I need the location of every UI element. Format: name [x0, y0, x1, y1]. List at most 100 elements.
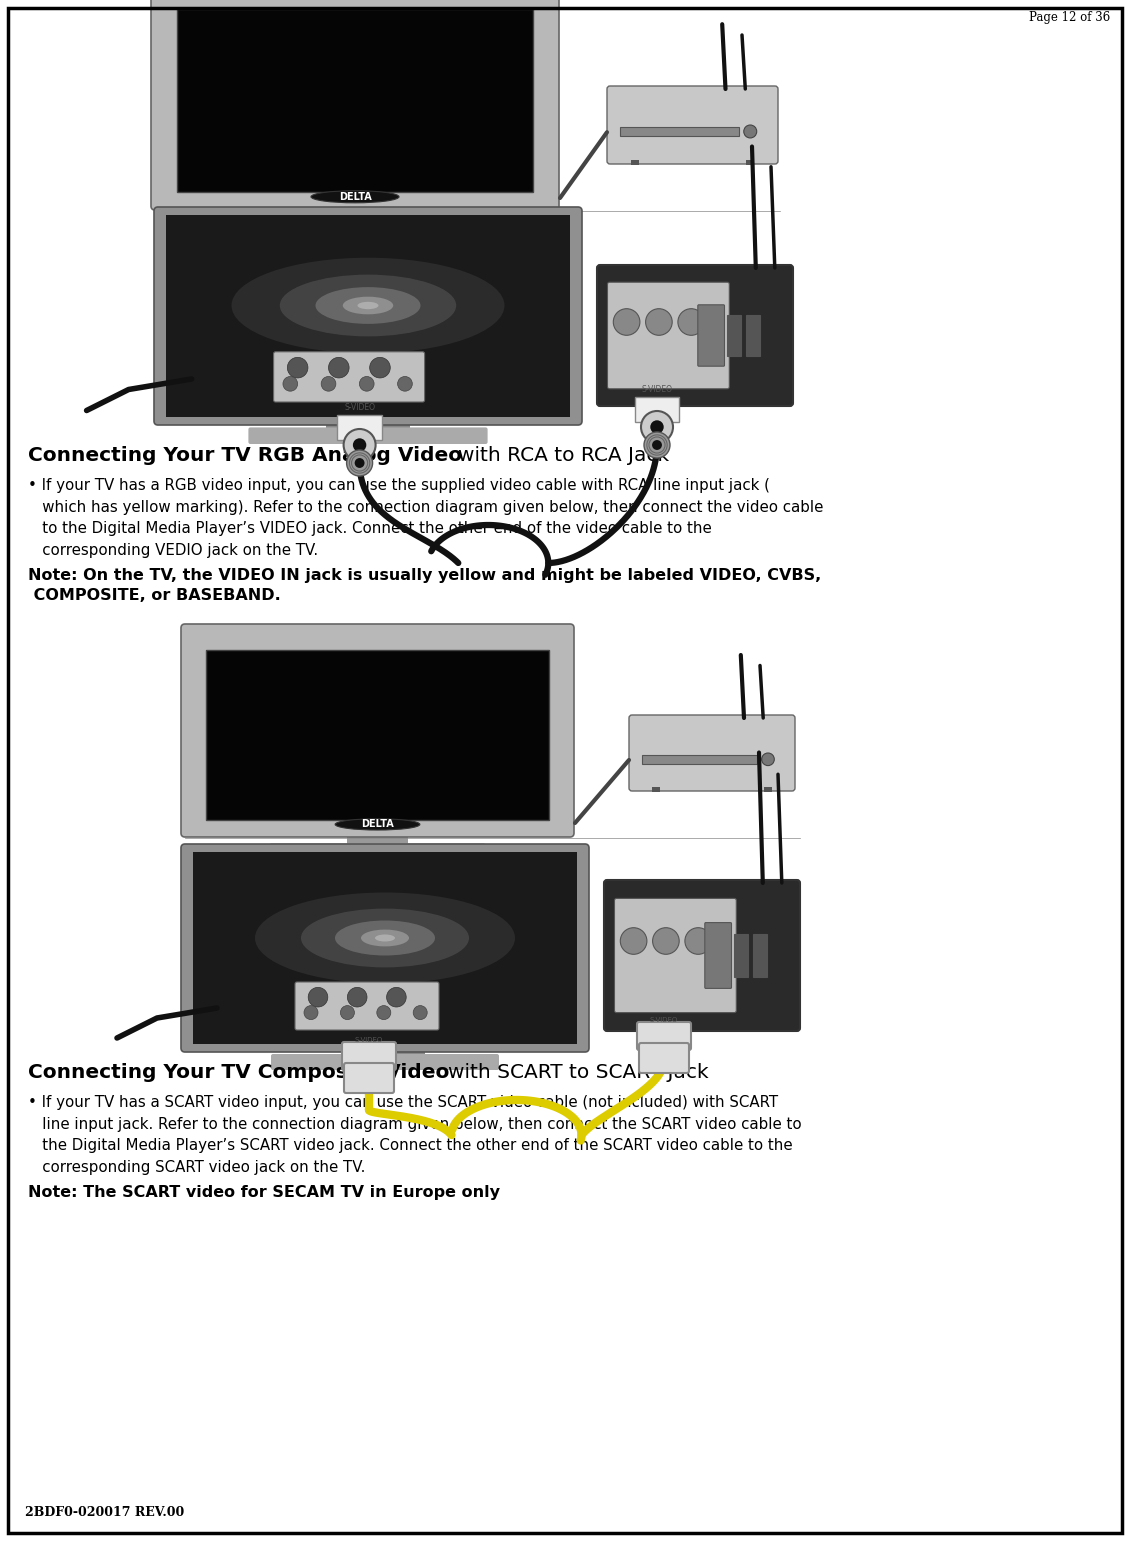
Bar	[347, 834, 408, 846]
FancyBboxPatch shape	[615, 898, 737, 1012]
FancyBboxPatch shape	[249, 427, 488, 444]
Bar	[206, 649, 549, 820]
Text: Note: The SCART video for SECAM TV in Europe only: Note: The SCART video for SECAM TV in Eu…	[28, 1185, 499, 1200]
Circle shape	[614, 308, 640, 336]
Circle shape	[744, 125, 757, 139]
Circle shape	[414, 1006, 427, 1020]
Bar	[325, 421, 410, 430]
Circle shape	[650, 421, 663, 433]
Text: S-VIDEO: S-VIDEO	[345, 402, 375, 411]
Text: Connecting Your TV Composite Video: Connecting Your TV Composite Video	[28, 1063, 457, 1082]
Circle shape	[308, 988, 328, 1006]
Bar	[746, 160, 754, 165]
Text: Page 12 of 36: Page 12 of 36	[1028, 11, 1110, 25]
Text: Note: On the TV, the VIDEO IN jack is usually yellow and might be labeled VIDEO,: Note: On the TV, the VIDEO IN jack is us…	[28, 569, 822, 604]
FancyBboxPatch shape	[243, 217, 467, 230]
Bar	[177, 9, 533, 191]
Text: 2BDF0-020017 REV.00: 2BDF0-020017 REV.00	[25, 1506, 184, 1519]
Bar	[193, 852, 577, 1043]
Bar	[631, 160, 638, 165]
Text: S-VIDEO: S-VIDEO	[642, 385, 672, 393]
Ellipse shape	[342, 297, 393, 314]
Ellipse shape	[255, 892, 515, 983]
Circle shape	[376, 1006, 391, 1020]
Bar	[754, 934, 766, 977]
FancyBboxPatch shape	[154, 206, 582, 425]
Circle shape	[282, 376, 297, 391]
Ellipse shape	[280, 274, 457, 336]
Ellipse shape	[301, 909, 469, 968]
Circle shape	[355, 458, 365, 468]
Circle shape	[359, 376, 374, 391]
Bar	[764, 787, 772, 792]
Circle shape	[652, 441, 662, 450]
FancyBboxPatch shape	[605, 880, 800, 1031]
Bar	[323, 206, 386, 219]
FancyBboxPatch shape	[295, 982, 438, 1029]
Bar	[166, 216, 570, 416]
Bar	[635, 396, 679, 422]
Ellipse shape	[179, 239, 557, 371]
Circle shape	[304, 1006, 318, 1020]
Circle shape	[321, 376, 336, 391]
Circle shape	[678, 308, 704, 336]
FancyBboxPatch shape	[151, 0, 559, 210]
Bar	[177, 9, 533, 191]
Ellipse shape	[375, 934, 396, 942]
Bar	[337, 415, 382, 441]
FancyBboxPatch shape	[607, 86, 777, 163]
FancyBboxPatch shape	[698, 305, 724, 367]
Circle shape	[353, 438, 366, 452]
Circle shape	[398, 376, 412, 391]
Circle shape	[644, 431, 670, 458]
Text: • If your TV has a RGB video input, you can use the supplied video cable with RC: • If your TV has a RGB video input, you …	[28, 478, 824, 558]
Text: S-VIDEO: S-VIDEO	[650, 1017, 678, 1023]
Bar	[620, 128, 739, 136]
FancyBboxPatch shape	[181, 624, 574, 837]
FancyBboxPatch shape	[705, 923, 731, 988]
Circle shape	[370, 358, 390, 378]
Circle shape	[641, 411, 673, 442]
Text: S-VIDEO: S-VIDEO	[355, 1037, 383, 1043]
Text: DELTA: DELTA	[362, 820, 394, 829]
Circle shape	[340, 1006, 355, 1020]
Bar	[652, 787, 660, 792]
Ellipse shape	[315, 287, 420, 324]
Ellipse shape	[336, 818, 420, 831]
Circle shape	[347, 988, 367, 1006]
Ellipse shape	[357, 302, 379, 310]
Text: • If your TV has a SCART video input, you can use the SCART video cable (not inc: • If your TV has a SCART video input, yo…	[28, 1096, 801, 1174]
Ellipse shape	[205, 875, 565, 1002]
FancyBboxPatch shape	[273, 351, 425, 402]
Ellipse shape	[360, 929, 409, 946]
Circle shape	[653, 928, 679, 954]
FancyBboxPatch shape	[344, 1063, 394, 1093]
Ellipse shape	[311, 191, 399, 203]
Circle shape	[329, 358, 349, 378]
Bar	[734, 934, 748, 977]
FancyBboxPatch shape	[181, 844, 589, 1053]
Circle shape	[620, 928, 646, 954]
FancyBboxPatch shape	[342, 1042, 396, 1069]
FancyBboxPatch shape	[270, 843, 486, 855]
FancyBboxPatch shape	[271, 1054, 499, 1069]
Bar	[728, 316, 740, 356]
Circle shape	[287, 358, 308, 378]
FancyBboxPatch shape	[608, 282, 729, 388]
FancyBboxPatch shape	[629, 715, 796, 791]
Circle shape	[347, 450, 373, 476]
Text: with SCART to SCART Jack: with SCART to SCART Jack	[447, 1063, 709, 1082]
Text: DELTA: DELTA	[339, 191, 372, 202]
Ellipse shape	[232, 257, 504, 353]
Bar	[746, 316, 759, 356]
FancyBboxPatch shape	[637, 1022, 692, 1049]
FancyBboxPatch shape	[638, 1043, 689, 1073]
Circle shape	[645, 308, 672, 336]
Ellipse shape	[334, 920, 435, 955]
FancyBboxPatch shape	[597, 265, 793, 405]
Circle shape	[386, 988, 406, 1006]
Text: Connecting Your TV RGB Analog Video: Connecting Your TV RGB Analog Video	[28, 445, 469, 465]
Circle shape	[685, 928, 712, 954]
Circle shape	[762, 754, 774, 766]
Bar	[642, 755, 757, 763]
